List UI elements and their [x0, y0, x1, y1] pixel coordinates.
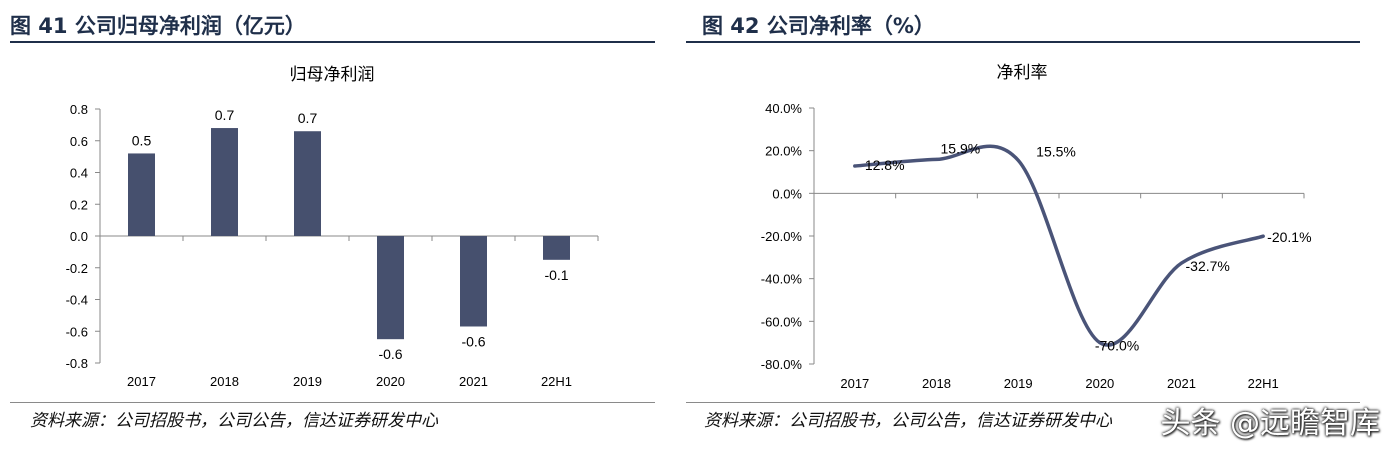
y-tick-label: 20.0% [765, 144, 802, 159]
y-tick-label: -80.0% [761, 357, 803, 372]
figure-41-title: 图 41 公司归母净利润（亿元） [10, 14, 306, 38]
source-rule [686, 402, 1360, 403]
line-point [1016, 158, 1020, 162]
point-data-label: 15.9% [941, 140, 981, 156]
y-tick-label: 40.0% [765, 101, 802, 116]
bar-data-label: -0.1 [544, 267, 568, 283]
bar-data-label: -0.6 [461, 333, 485, 349]
bar [294, 131, 321, 236]
point-data-label: 15.5% [1036, 143, 1076, 159]
bar-data-label: 0.7 [298, 110, 318, 126]
net-margin-line-chart: 净利率 40.0% 20.0% 0.0% -20.0% -40.0% -60.0% -80.0… [761, 63, 1312, 391]
figure-41-source: 资料来源：公司招股书，公司公告，信达证券研发中心 [30, 411, 438, 431]
y-tick-label: -0.8 [66, 356, 88, 371]
y-tick-label: 0.8 [70, 102, 88, 117]
y-tick-label: -60.0% [761, 314, 803, 329]
x-tick-label: 2020 [376, 374, 405, 389]
x-tick-label: 2019 [293, 374, 322, 389]
y-tick-label: 0.0% [772, 186, 802, 201]
x-tick-label: 2021 [1167, 376, 1196, 391]
title-rule [10, 41, 655, 43]
figure-42-panel: 图 42 公司净利率（%） 净利率 40.0% 20.0% 0.0% -20.0% -40… [686, 0, 1394, 452]
y-tick-label: -20.0% [761, 229, 803, 244]
line-point [1180, 261, 1183, 265]
bar-data-label: 0.7 [215, 107, 235, 123]
net-profit-bar-chart: 归母净利润 0.8 0.6 0.4 0.2 0.0 -0.2 -0.4 -0.6 -0.8 0.5 2… [66, 65, 599, 389]
y-tick-label: -0.4 [66, 293, 88, 308]
source-rule [10, 402, 655, 403]
line-point [853, 164, 857, 168]
y-tick-label: -40.0% [761, 272, 803, 287]
line-point [1261, 234, 1265, 238]
x-tick-label: 2020 [1085, 376, 1114, 391]
bar [377, 236, 404, 340]
y-tick-label: -0.2 [66, 261, 88, 276]
x-tick-label: 2018 [922, 376, 951, 391]
series-line [853, 144, 1265, 347]
x-tick-label: 2021 [459, 374, 488, 389]
figure-41-panel: 图 41 公司归母净利润（亿元） 归母净利润 0.8 0.6 0.4 0.2 0.0 -0.… [0, 0, 680, 452]
bar [460, 236, 487, 327]
bar [543, 236, 570, 260]
x-tick-label: 2017 [127, 374, 156, 389]
x-tick-label: 2017 [840, 376, 869, 391]
watermark-text: 头条 @远瞻智库 [1160, 406, 1380, 441]
point-data-label: 12.8% [865, 157, 905, 173]
y-tick-label: 0.4 [70, 166, 88, 181]
line-point [935, 157, 938, 161]
bar-data-label: -0.6 [378, 346, 402, 362]
point-data-label: -70.0% [1095, 338, 1139, 354]
y-tick-label: 0.6 [70, 134, 88, 149]
y-tick-label: 0.0 [70, 229, 88, 244]
chart-title: 净利率 [997, 63, 1048, 83]
bar [128, 153, 155, 236]
line-point [1098, 341, 1102, 345]
point-data-label: -20.1% [1267, 229, 1311, 245]
figure-42-title: 图 42 公司净利率（%） [702, 14, 935, 38]
y-tick-label: -0.6 [66, 324, 88, 339]
point-data-label: -32.7% [1186, 258, 1230, 274]
x-tick-label: 2018 [210, 374, 239, 389]
bar [211, 128, 238, 236]
x-tick-label: 2019 [1004, 376, 1033, 391]
chart-title: 归母净利润 [290, 65, 375, 85]
x-tick-label: 22H1 [1248, 376, 1279, 391]
bar-data-label: 0.5 [132, 132, 152, 148]
x-tick-label: 22H1 [541, 374, 572, 389]
title-rule [686, 41, 1360, 43]
y-tick-label: 0.2 [70, 197, 88, 212]
figure-42-source: 资料来源：公司招股书，公司公告，信达证券研发中心 [704, 411, 1112, 431]
